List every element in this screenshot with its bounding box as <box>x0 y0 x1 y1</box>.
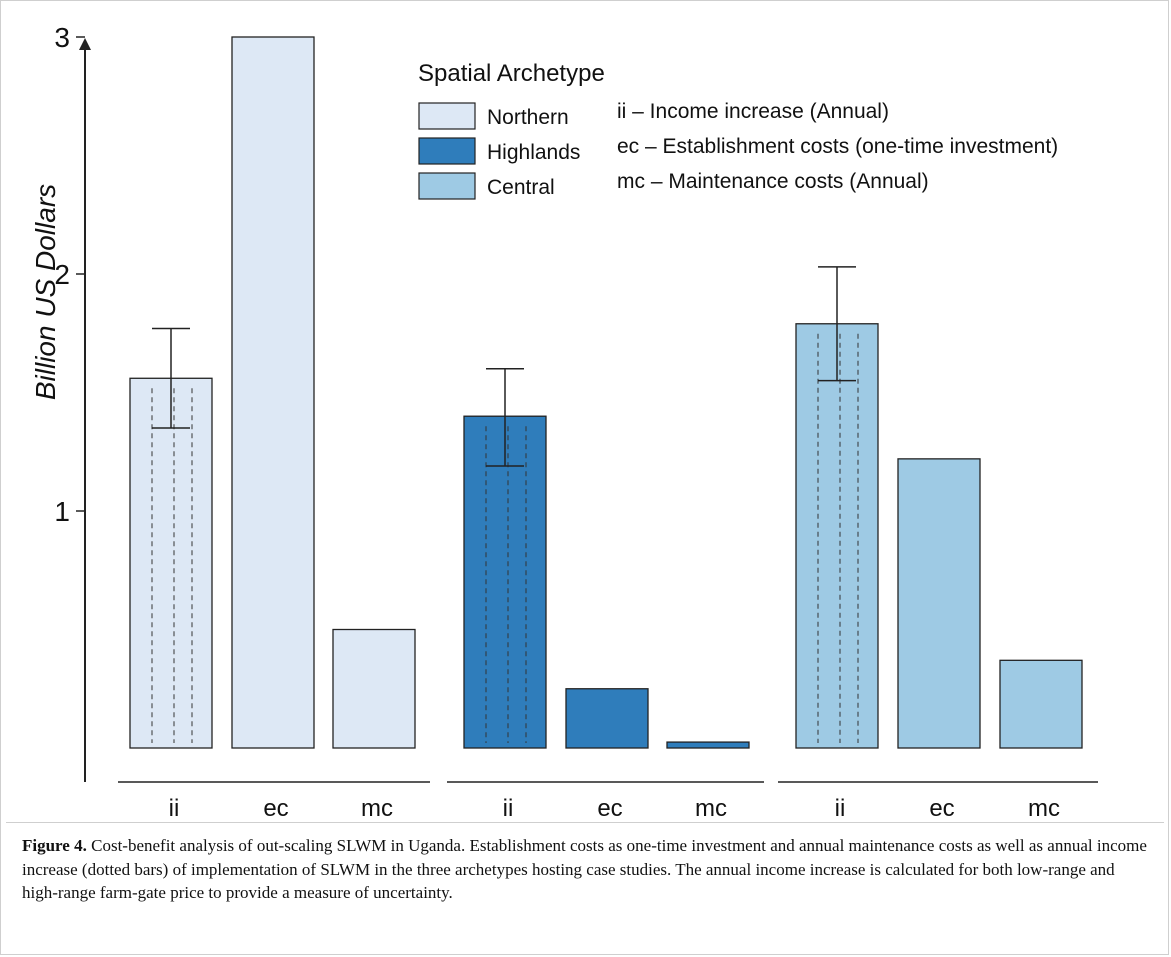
x-tick-label: ii <box>169 795 180 820</box>
y-tick-label: 3 <box>54 22 70 53</box>
bar-northern-ii <box>129 377 213 749</box>
y-tick-label: 1 <box>54 496 70 527</box>
bar-highlands-ec <box>565 688 649 749</box>
caption-text: Cost-benefit analysis of out-scaling SLW… <box>22 836 1147 902</box>
y-axis-arrow <box>79 38 91 50</box>
bar-central-mc <box>999 659 1083 749</box>
x-tick-labels: ii ec mc ii ec mc ii ec mc <box>169 795 1060 820</box>
x-tick-label: mc <box>1028 795 1060 820</box>
y-axis-label: Billion US Dollars <box>30 184 61 400</box>
legend-title: Spatial Archetype <box>418 60 605 87</box>
x-tick-label: ec <box>597 795 622 820</box>
bar-chart: 1 2 3 Billion US Dollars ii ec mc ii ec mc ii ec m… <box>30 22 1098 820</box>
y-tick-label: 2 <box>54 259 70 290</box>
bar-northern-ec <box>231 36 315 749</box>
x-tick-label: ii <box>503 795 514 820</box>
legend-items: Northern ii – Income increase (Annual) Hig… <box>418 100 1058 200</box>
legend-swatch-northern <box>418 102 476 130</box>
bar-highlands-mc <box>666 741 750 749</box>
x-tick-label: mc <box>695 795 727 820</box>
bar-northern-mc <box>332 628 416 749</box>
bars-layer <box>129 36 1083 749</box>
bar-central-ec <box>897 458 981 749</box>
caption-lead: Figure 4. <box>22 836 87 855</box>
x-tick-label: ec <box>929 795 954 820</box>
legend-label-northern: Northern <box>487 106 569 129</box>
x-tick-label: mc <box>361 795 393 820</box>
caption-divider <box>6 822 1164 823</box>
legend-swatch-central <box>418 172 476 200</box>
y-ticks: 1 2 3 <box>54 22 85 527</box>
bar-central-ii <box>795 323 879 749</box>
legend-label-highlands: Highlands <box>487 141 580 164</box>
legend-abbreviation: ec – Establishment costs (one-time inves… <box>617 135 1058 158</box>
legend-abbreviation: ii – Income increase (Annual) <box>617 100 889 123</box>
legend-abbreviation: mc – Maintenance costs (Annual) <box>617 170 929 193</box>
legend: Spatial Archetype Northern ii – Income in… <box>418 60 1058 200</box>
legend-label-central: Central <box>487 176 555 199</box>
x-tick-label: ii <box>835 795 846 820</box>
bar-highlands-ii <box>463 415 547 749</box>
figure-caption: Figure 4. Cost-benefit analysis of out-s… <box>22 834 1147 905</box>
x-tick-label: ec <box>263 795 288 820</box>
legend-swatch-highlands <box>418 137 476 165</box>
